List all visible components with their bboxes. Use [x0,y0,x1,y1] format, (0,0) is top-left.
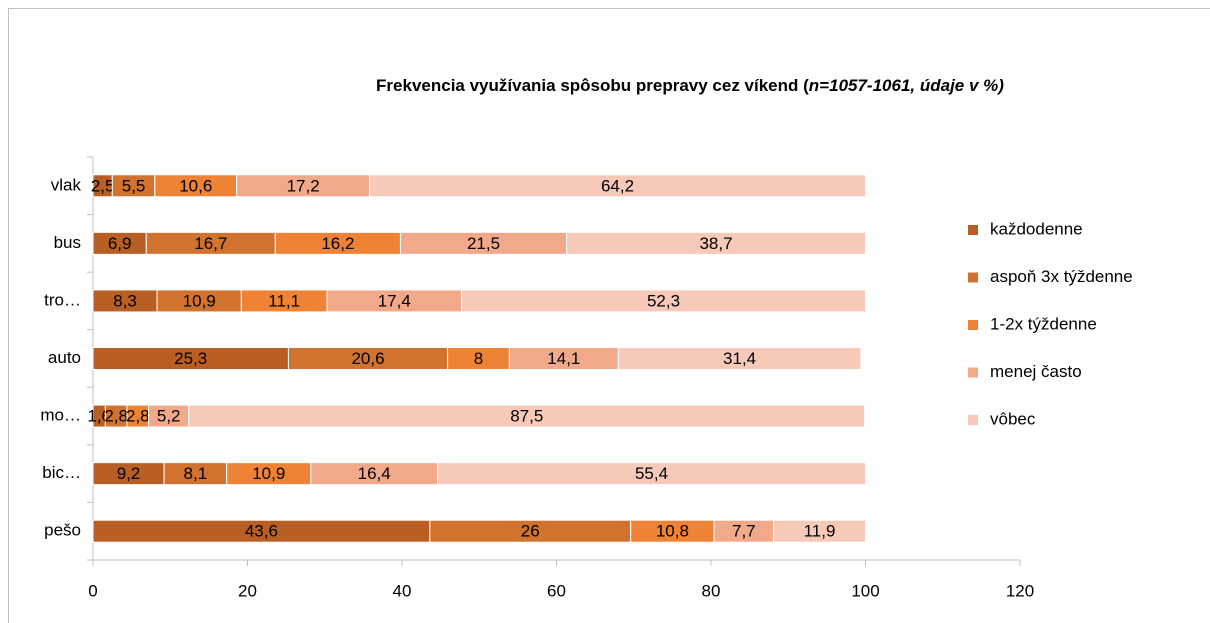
bar-segment [617,347,862,370]
bar-segment [188,404,866,428]
data-label: 16,7 [194,234,227,253]
data-label: 7,7 [732,522,756,541]
bar-segment [437,462,866,486]
data-label: 52,3 [647,291,680,310]
legend-label: vôbec [990,409,1036,428]
x-tick-label: 60 [547,581,566,600]
data-label: 10,8 [656,522,689,541]
y-tick-label: bic… [42,463,81,482]
data-label: 16,2 [321,234,354,253]
x-tick-label: 20 [238,581,257,600]
y-tick-label: auto [48,348,81,367]
data-label: 87,5 [510,407,543,426]
data-label: 20,6 [351,349,384,368]
x-tick-label: 100 [851,581,879,600]
bar-segment [460,289,866,313]
data-label: 5,5 [122,176,146,195]
legend-label: aspoň 3x týždenne [990,267,1133,286]
x-tick-label: 80 [702,581,721,600]
legend-swatch [968,415,978,425]
x-tick-label: 120 [1006,581,1034,600]
data-label: 2,8 [126,407,150,426]
legend-swatch [968,272,978,283]
data-label: 8,1 [184,464,208,483]
bar-segment [566,231,866,255]
x-tick-label: 0 [88,581,97,600]
data-label: 8,3 [113,291,137,310]
data-label: 16,4 [358,464,391,483]
title-main: Frekvencia využívania spôsobu prepravy c… [376,76,809,95]
legend-label: 1-2x týždenne [990,314,1097,333]
legend-label: každodenne [990,219,1083,238]
x-tick-label: 40 [393,581,412,600]
data-label: 2,5 [91,176,115,195]
data-label: 10,6 [179,176,212,195]
legend-swatch [968,225,978,235]
data-label: 5,2 [157,407,181,426]
data-label: 11,9 [804,522,836,541]
data-label: 25,3 [174,349,207,368]
legend-swatch [968,320,978,330]
data-label: 17,2 [287,176,320,195]
data-label: 43,6 [245,522,278,541]
data-label: 17,4 [378,291,411,310]
data-label: 11,1 [268,291,300,310]
data-label: 64,2 [601,176,634,195]
data-label: 2,8 [104,407,128,426]
data-label: 9,2 [117,464,141,483]
data-label: 6,9 [108,234,132,253]
y-tick-label: mo… [40,406,81,425]
data-label: 8 [474,349,483,368]
data-label: 10,9 [252,464,285,483]
title-italic: n=1057-1061, údaje v %) [809,76,1004,95]
data-label: 55,4 [635,464,668,483]
legend-swatch [968,367,978,378]
data-label: 10,9 [183,291,216,310]
bar-segment [369,174,866,198]
data-label: 21,5 [467,234,500,253]
data-label: 31,4 [723,349,756,368]
y-tick-label: bus [54,233,81,252]
legend-label: menej často [990,362,1082,381]
chart-title: Frekvencia využívania spôsobu prepravy c… [376,76,1004,95]
bar-segment [773,519,867,543]
data-label: 38,7 [699,234,732,253]
data-label: 14,1 [547,349,580,368]
y-tick-label: pešo [44,521,81,540]
y-tick-label: vlak [51,175,82,194]
y-tick-label: tro… [44,290,81,309]
data-label: 26 [521,522,540,541]
